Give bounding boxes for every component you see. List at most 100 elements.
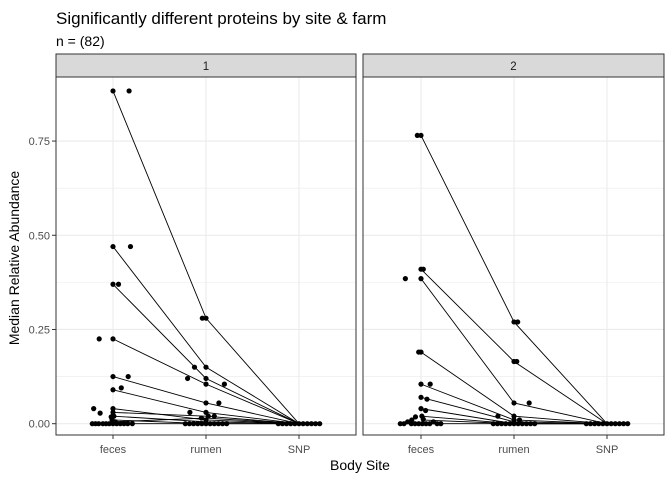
data-point xyxy=(515,319,521,325)
data-point xyxy=(523,421,530,427)
data-point xyxy=(412,421,418,427)
data-point xyxy=(203,400,209,406)
data-point xyxy=(203,364,209,370)
data-point xyxy=(490,421,496,427)
data-point xyxy=(224,421,230,427)
data-point xyxy=(514,358,520,365)
data-point xyxy=(126,88,132,94)
data-point xyxy=(110,88,116,94)
x-axis-title: Body Site xyxy=(330,457,390,473)
data-point xyxy=(519,421,525,427)
data-point xyxy=(620,421,627,427)
data-point xyxy=(219,421,226,427)
data-point xyxy=(207,421,213,427)
data-point xyxy=(312,421,319,427)
x-tick-label: SNP xyxy=(288,444,311,456)
chart-subtitle: n = (82) xyxy=(56,33,105,49)
data-point xyxy=(418,349,424,355)
data-point xyxy=(420,416,426,422)
data-point xyxy=(591,421,598,427)
data-point xyxy=(511,417,517,423)
data-point xyxy=(292,421,298,427)
data-point xyxy=(532,421,538,427)
data-point xyxy=(317,421,323,427)
data-point xyxy=(416,421,422,427)
data-point xyxy=(494,421,501,427)
data-point xyxy=(511,400,517,406)
data-point xyxy=(182,421,188,427)
data-point xyxy=(279,421,286,427)
data-point xyxy=(186,421,193,427)
y-axis-title: Median Relative Abundance xyxy=(6,171,22,346)
data-point xyxy=(420,266,426,272)
data-point xyxy=(527,421,534,427)
data-point xyxy=(110,281,116,287)
chart-title: Significantly different proteins by site… xyxy=(56,9,386,28)
data-point xyxy=(625,421,631,427)
y-tick-label: 0.25 xyxy=(29,324,50,336)
data-point xyxy=(418,394,424,400)
data-point xyxy=(110,406,116,412)
x-tick-label: SNP xyxy=(596,444,619,456)
data-point xyxy=(604,421,610,427)
data-point xyxy=(283,421,290,427)
x-tick-label: rumen xyxy=(498,444,529,456)
data-point xyxy=(203,421,209,427)
data-point xyxy=(296,421,302,427)
data-point xyxy=(423,407,429,414)
facet-strip xyxy=(362,53,665,78)
data-point xyxy=(507,421,513,427)
data-point xyxy=(616,421,623,427)
data-point xyxy=(203,315,209,321)
data-point xyxy=(205,413,211,419)
data-point xyxy=(185,375,191,382)
data-point xyxy=(129,421,135,427)
data-point xyxy=(110,243,116,250)
data-point xyxy=(498,421,505,427)
data-point xyxy=(608,421,614,427)
data-point xyxy=(596,421,602,427)
data-point xyxy=(125,421,131,427)
data-point xyxy=(408,421,414,427)
data-point xyxy=(409,417,415,423)
data-point xyxy=(110,373,116,380)
data-point xyxy=(96,421,102,427)
data-point xyxy=(583,421,589,427)
data-point xyxy=(397,421,403,427)
data-point xyxy=(215,421,222,427)
data-point xyxy=(117,421,123,427)
y-tick-label: 0.75 xyxy=(29,136,50,148)
data-point xyxy=(418,276,424,282)
data-point xyxy=(515,421,521,427)
data-point xyxy=(187,409,193,415)
facet-panels: 1 feces rumen SNP 2 feces rumen SNP xyxy=(55,53,665,456)
data-point xyxy=(511,421,517,427)
data-point xyxy=(110,336,116,342)
data-point xyxy=(211,421,217,427)
data-point xyxy=(199,421,205,427)
data-point xyxy=(304,421,310,427)
data-point xyxy=(191,364,198,370)
data-point xyxy=(91,406,97,412)
facet-panel-1: 1 feces rumen SNP xyxy=(55,53,357,456)
data-point xyxy=(503,421,509,427)
facet-strip-label: 2 xyxy=(510,61,516,73)
data-point xyxy=(423,421,429,427)
data-point xyxy=(115,281,122,287)
data-point xyxy=(419,421,425,427)
data-point xyxy=(612,421,618,427)
data-point xyxy=(211,413,217,419)
data-point xyxy=(190,421,197,427)
data-point xyxy=(438,421,444,427)
data-point xyxy=(203,417,209,423)
facet-strip-label: 1 xyxy=(203,61,209,73)
x-tick-label: feces xyxy=(408,444,435,456)
data-point xyxy=(97,410,103,416)
y-tick-label: 0.50 xyxy=(29,230,50,242)
data-point xyxy=(402,276,408,282)
facet-panel-2: 2 feces rumen SNP xyxy=(362,53,665,456)
x-tick-label: rumen xyxy=(190,444,221,456)
data-point xyxy=(526,400,532,406)
x-tick-label: feces xyxy=(100,444,127,456)
